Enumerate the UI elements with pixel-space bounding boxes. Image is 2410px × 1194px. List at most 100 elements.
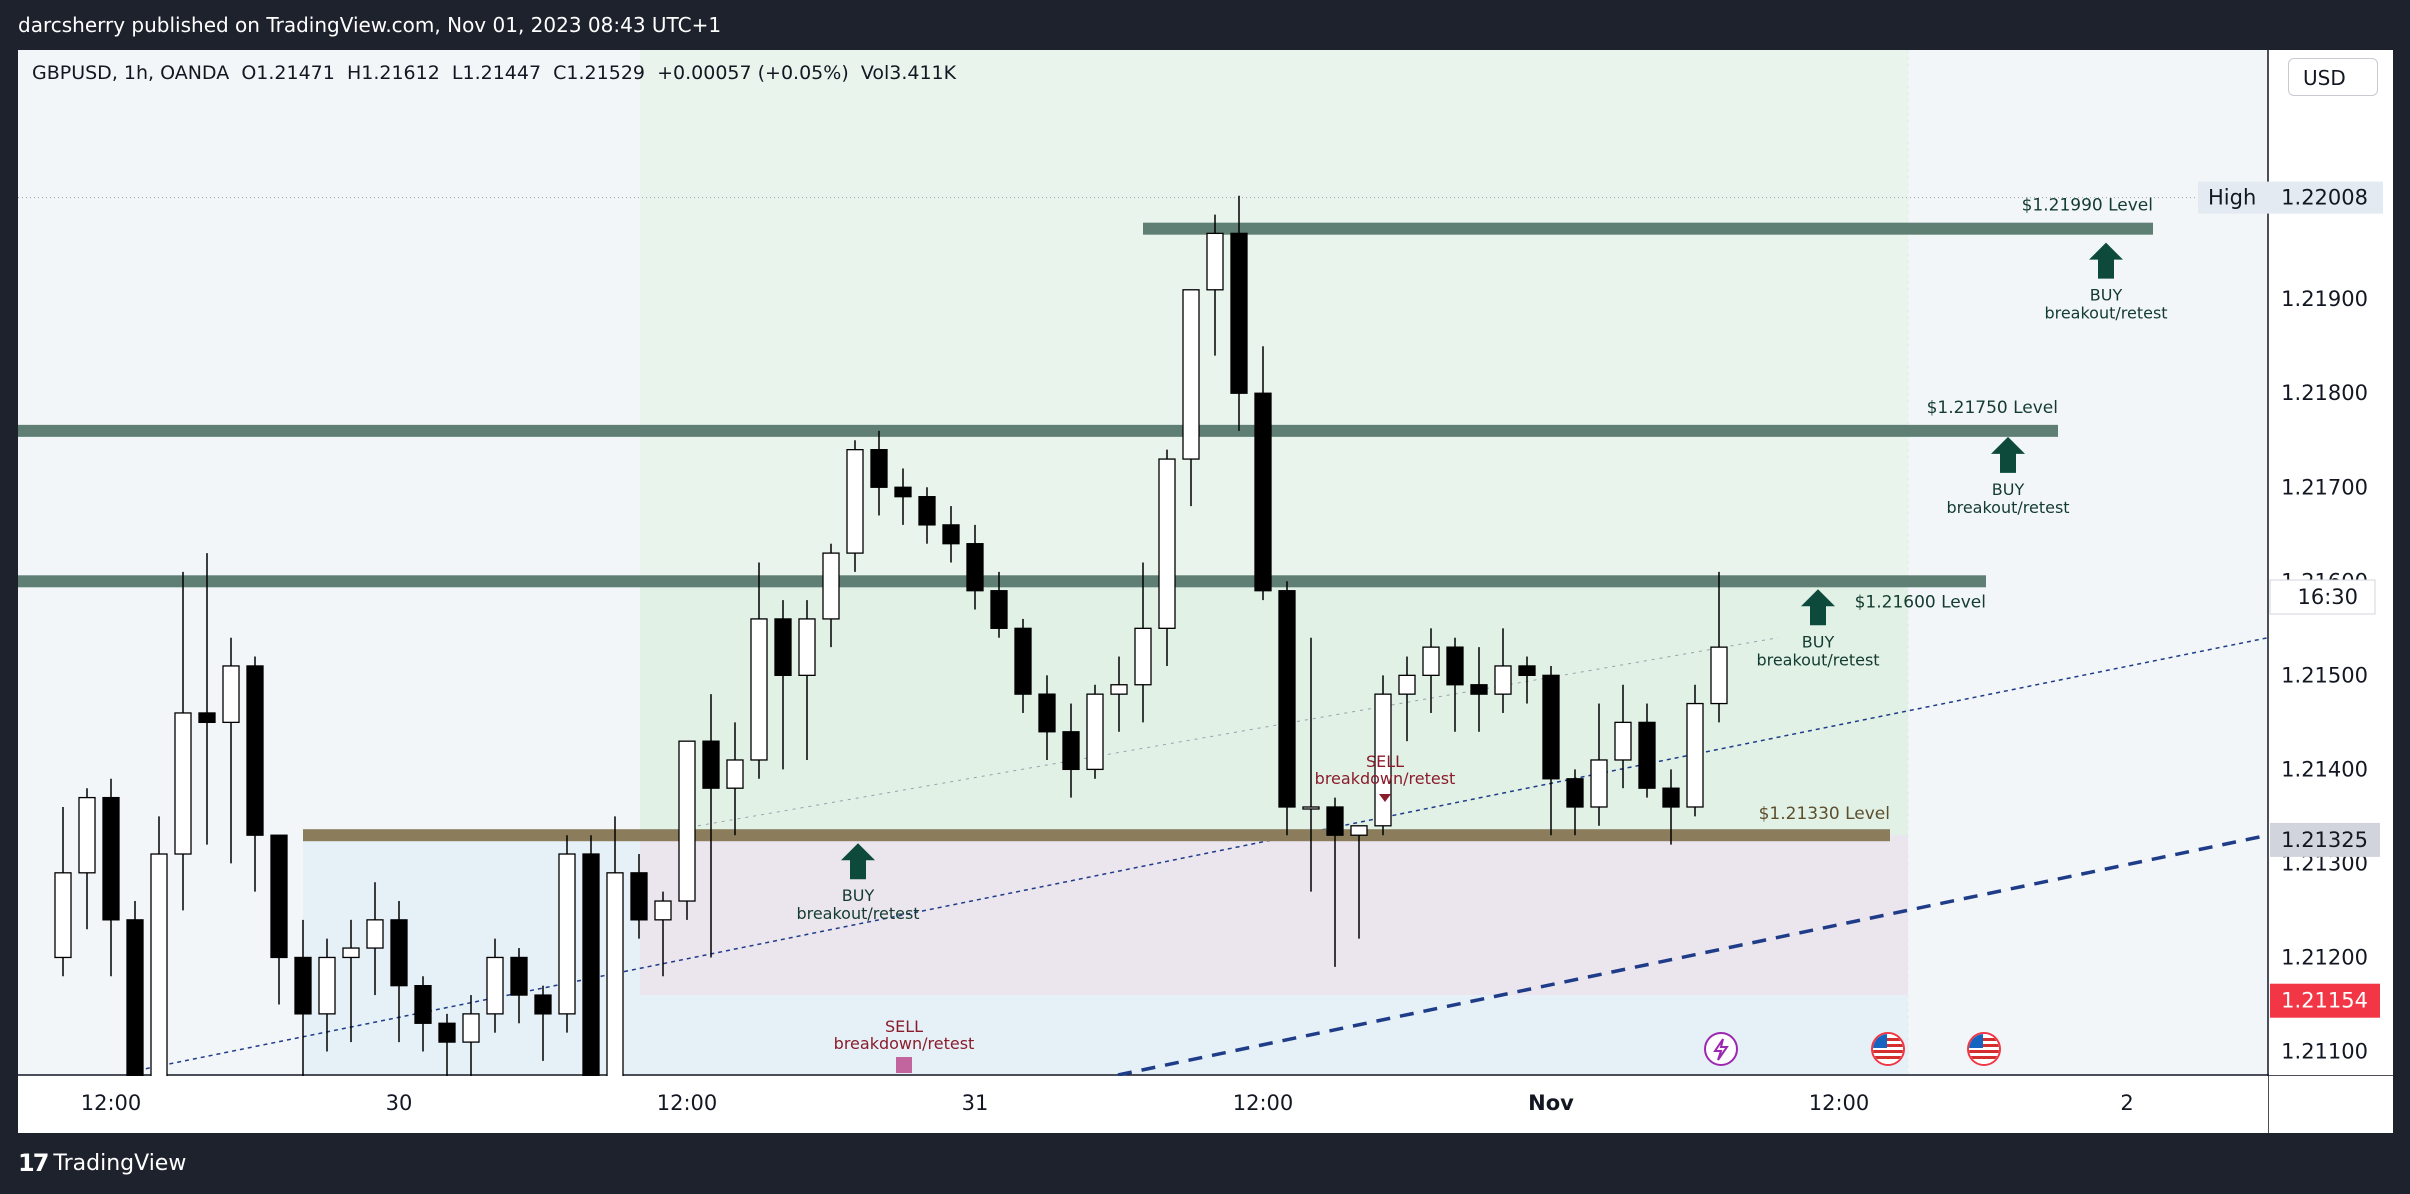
buy-sublabel: breakout/retest (796, 904, 919, 923)
level-band (18, 575, 1986, 588)
level-band (1143, 222, 2153, 235)
level-band (18, 424, 2058, 437)
price-tick-label: 1.21700 (2281, 475, 2368, 499)
currency-button[interactable]: USD (2288, 58, 2378, 96)
candle-body (942, 524, 960, 545)
candle-body (1470, 684, 1488, 695)
buy-arrow (841, 843, 875, 880)
trendline-thick (1117, 833, 2269, 1077)
legend-symbol: GBPUSD, 1h, OANDA (32, 62, 230, 84)
candle-body (966, 543, 984, 592)
candle-body (438, 1022, 456, 1043)
candle-body (606, 872, 624, 1133)
candle-body (198, 712, 216, 724)
level-label: $1.21990 Level (2022, 196, 2153, 216)
level-price-label: 1.21325 (2281, 828, 2368, 852)
buy-label: BUY (1802, 632, 1835, 651)
candle-body (222, 665, 240, 724)
candle-body (1518, 665, 1536, 676)
candle-body (1254, 392, 1272, 592)
candle-body (558, 853, 576, 1015)
candle-body (1398, 674, 1416, 695)
buy-sublabel: breakout/retest (1946, 498, 2069, 517)
candle-body (1110, 684, 1128, 695)
candle-body (1062, 731, 1080, 771)
candle-body (1686, 702, 1704, 808)
candle-body (1710, 646, 1728, 705)
candle-body (750, 618, 768, 761)
legend-open: O1.21471 (241, 62, 335, 84)
buy-label: BUY (2090, 286, 2123, 305)
publish-header: darcsherry published on TradingView.com,… (0, 0, 2410, 50)
lightning-icon[interactable] (1704, 1032, 1738, 1066)
candle-body (174, 712, 192, 855)
sell-marker (896, 1057, 912, 1073)
sell-sublabel: breakdown/retest (1315, 769, 1456, 788)
candle-body (1182, 289, 1200, 460)
price-tick-label: 1.21900 (2281, 287, 2368, 311)
buy-arrow (1801, 589, 1835, 626)
symbol-legend: GBPUSD, 1h, OANDA O1.21471 H1.21612 L1.2… (32, 62, 956, 84)
publish-info: darcsherry published on TradingView.com,… (18, 13, 722, 37)
time-label-bg (2269, 579, 2376, 615)
price-tick-label: 1.21100 (2281, 1039, 2368, 1063)
candle-body (390, 919, 408, 987)
time-tick-label: 30 (386, 1091, 413, 1115)
candle-body (1374, 693, 1392, 827)
legend-high: H1.21612 (346, 62, 440, 84)
buy-sublabel: breakout/retest (1756, 650, 1879, 669)
level-label: $1.21330 Level (1759, 804, 1890, 824)
time-label: 16:30 (2297, 585, 2358, 609)
chart-area[interactable]: $1.21990 Level $1.21750 Level $1.21600 Lev… (18, 50, 2393, 1133)
current-price-bg (2270, 983, 2380, 1018)
high-tag: High (2208, 186, 2256, 210)
time-tick-label: 12:00 (1233, 1091, 1294, 1115)
price-tick-label: 1.21800 (2281, 381, 2368, 405)
candle-body (846, 449, 864, 554)
candle-body (150, 853, 168, 1133)
price-tick-label: 1.21200 (2281, 945, 2368, 969)
us-flag-icon[interactable] (1967, 1032, 2001, 1066)
time-tick-label: 12:00 (1809, 1091, 1870, 1115)
us-flag-icon[interactable] (1871, 1032, 1905, 1066)
candle-body (1158, 458, 1176, 629)
time-tick-label: 31 (962, 1091, 989, 1115)
candle-body (462, 1013, 480, 1043)
candle-body (1278, 590, 1296, 808)
current-price-label: 1.21154 (2281, 989, 2368, 1013)
candle-body (582, 853, 600, 1133)
buy-arrow (2089, 242, 2123, 279)
level-label: $1.21750 Level (1927, 398, 2058, 418)
brand-name: TradingView (53, 1150, 187, 1176)
time-axis-bg (18, 1076, 2268, 1133)
sell-label: SELL (1366, 752, 1404, 771)
candle-body (774, 618, 792, 676)
legend-volume: Vol3.411K (860, 62, 957, 84)
candle-body (1014, 627, 1032, 695)
candle-body (894, 486, 912, 498)
candle-body (1494, 665, 1512, 695)
candle-body (1134, 627, 1152, 686)
price-tick-label: 1.21400 (2281, 757, 2368, 781)
candle-body (1638, 721, 1656, 789)
price-axis-bg (2269, 50, 2393, 1075)
candle-body (1230, 232, 1248, 394)
candle-body (870, 449, 888, 488)
candle-body (678, 740, 696, 902)
chart-svg[interactable]: $1.21990 Level $1.21750 Level $1.21600 Lev… (18, 50, 2393, 1133)
time-tick-label: Nov (1528, 1091, 1574, 1115)
candle-body (726, 759, 744, 789)
time-tick-label: 2 (2120, 1091, 2133, 1115)
candle-body (1302, 806, 1320, 810)
candle-body (270, 834, 288, 959)
candle-body (990, 590, 1008, 629)
price-tick-label: 1.21500 (2281, 663, 2368, 687)
buy-label: BUY (1992, 480, 2025, 499)
tradingview-logo[interactable]: 17 TradingView (18, 1143, 186, 1183)
sell-label: SELL (885, 1017, 923, 1036)
candle-body (1590, 759, 1608, 808)
time-tick-label: 12:00 (657, 1091, 718, 1115)
level-label: $1.21600 Level (1855, 592, 1986, 612)
candle-body (1326, 806, 1344, 836)
high-label-bg (2198, 181, 2383, 214)
